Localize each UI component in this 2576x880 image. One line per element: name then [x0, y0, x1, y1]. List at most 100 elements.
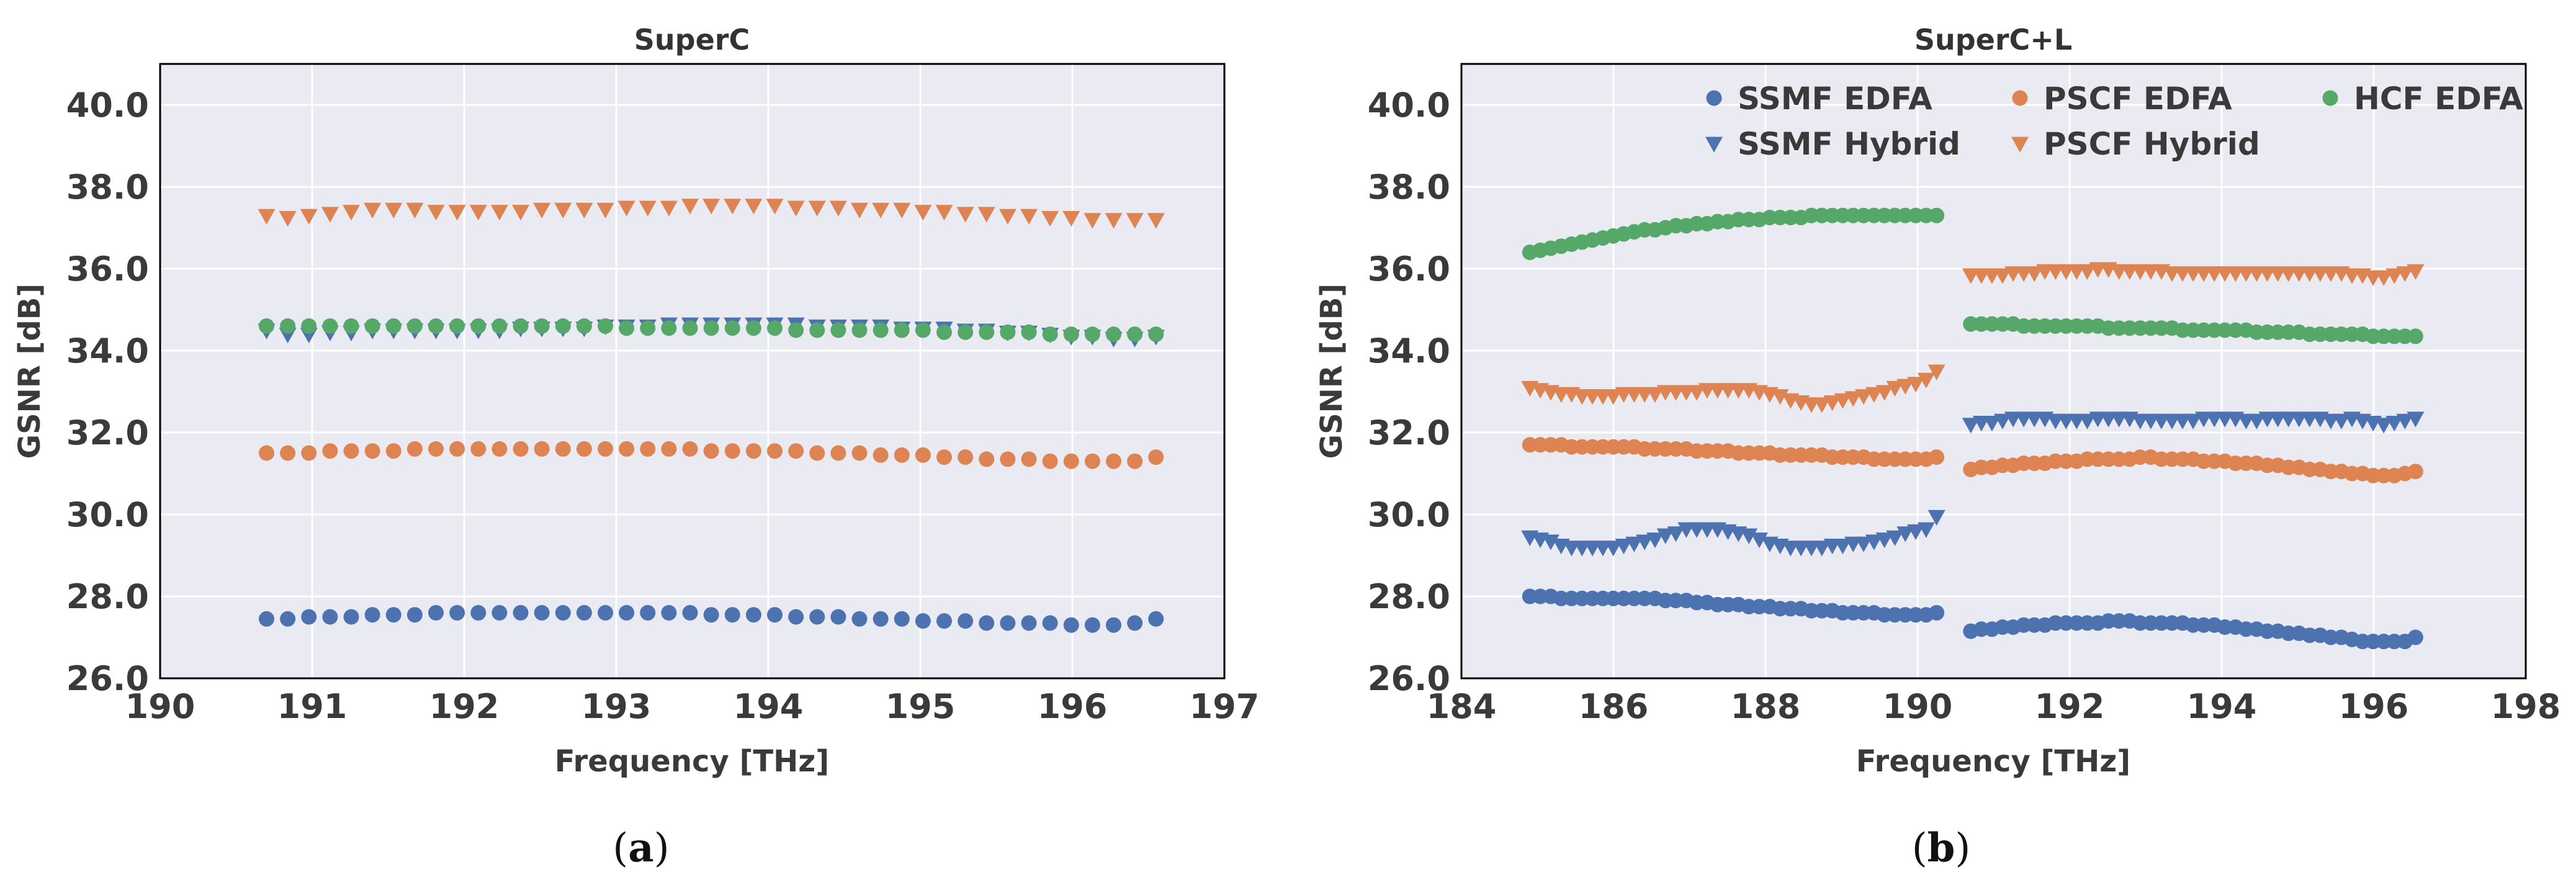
data-point	[1656, 528, 1674, 544]
data-point	[513, 604, 529, 621]
data-point	[767, 443, 783, 459]
data-point	[745, 199, 763, 215]
data-point	[958, 449, 974, 465]
data-point	[280, 318, 296, 334]
data-point	[1688, 385, 1706, 401]
data-point	[851, 202, 868, 218]
data-point	[364, 318, 380, 334]
legend-item: SSMF EDFA	[1706, 81, 1932, 117]
data-point	[259, 611, 274, 627]
data-point	[703, 443, 719, 459]
data-point	[1636, 534, 1654, 550]
data-points	[258, 199, 1165, 633]
data-point	[555, 318, 571, 334]
data-point	[364, 443, 380, 459]
y-tick-label: 34.0	[1368, 331, 1450, 370]
y-tick-label: 30.0	[66, 495, 149, 534]
data-point	[343, 205, 360, 221]
series-ssmf-edfa	[1522, 588, 2423, 650]
data-point	[2375, 418, 2393, 434]
x-tick-label: 193	[581, 687, 652, 726]
data-point	[958, 324, 974, 340]
y-tick-label: 30.0	[1368, 495, 1450, 534]
data-point	[596, 202, 614, 218]
data-point	[470, 604, 487, 621]
data-point	[491, 604, 508, 621]
data-point	[554, 202, 572, 218]
x-tick-label: 191	[277, 687, 348, 726]
data-point	[2385, 268, 2403, 284]
data-point	[1667, 526, 1685, 542]
data-point	[661, 441, 677, 457]
y-tick-labels: 26.0 28.0 30.0 32.0 34.0 36.0 38.0 40.0	[1368, 86, 1450, 698]
data-point	[1604, 541, 1622, 557]
data-point	[470, 318, 487, 334]
data-point	[2026, 266, 2044, 282]
data-point	[956, 207, 974, 223]
data-point	[2407, 411, 2425, 428]
data-point	[1021, 451, 1037, 467]
x-tick-label: 188	[1731, 687, 1801, 726]
data-point	[1907, 524, 1925, 541]
data-point	[1962, 418, 1980, 434]
data-point	[809, 322, 825, 338]
legend-label: PSCF Hybrid	[2044, 126, 2260, 162]
data-point	[979, 615, 995, 631]
x-axis-label: Frequency [THz]	[1856, 744, 2130, 779]
legend: SSMF EDFA PSCF EDFA HCF EDFA SSMF Hybrid PSC…	[1705, 81, 2523, 162]
chart-superc-l: 184 186 188 190 192 194 196 198 26.0 28.0 30.0 32.…	[1314, 23, 2560, 871]
data-point	[1865, 387, 1883, 403]
plot-frame	[1460, 63, 2527, 680]
data-point	[598, 604, 613, 621]
data-point	[1740, 528, 1758, 544]
data-point	[449, 441, 465, 457]
y-tick-label: 28.0	[1368, 577, 1450, 616]
data-point	[1042, 615, 1058, 631]
data-point	[1042, 453, 1058, 469]
data-point	[259, 318, 274, 334]
x-tick-label: 186	[1579, 687, 1649, 726]
y-tick-label: 38.0	[66, 168, 149, 207]
data-point	[1000, 324, 1016, 340]
data-point	[1917, 522, 1935, 538]
series-ssmf-hybrid	[1521, 411, 2425, 557]
data-point	[1147, 213, 1165, 229]
data-point	[1615, 539, 1633, 555]
data-point	[873, 447, 889, 463]
legend-label: SSMF EDFA	[1738, 81, 1932, 117]
legend-marker	[2322, 90, 2338, 106]
data-point	[640, 441, 656, 457]
data-point	[279, 211, 297, 227]
data-point	[1813, 397, 1831, 413]
x-tick-label: 194	[734, 687, 804, 726]
data-point	[893, 202, 911, 218]
legend-item: PSCF Hybrid	[2011, 126, 2260, 162]
data-point	[428, 318, 444, 334]
data-point	[1886, 380, 1904, 397]
data-point	[1625, 536, 1643, 552]
data-point	[977, 207, 995, 223]
data-point	[2184, 413, 2202, 429]
data-point	[873, 611, 889, 627]
data-point	[1021, 615, 1037, 631]
data-point	[1127, 615, 1143, 631]
data-point	[555, 441, 571, 457]
data-point	[703, 320, 719, 336]
data-point	[1875, 385, 1893, 401]
data-point	[534, 318, 550, 334]
data-point	[936, 613, 952, 629]
data-point	[534, 441, 550, 457]
data-point	[766, 199, 784, 215]
data-points	[1521, 207, 2425, 650]
data-point	[619, 604, 635, 621]
data-point	[1983, 416, 2001, 432]
data-point	[1854, 536, 1872, 552]
legend-label: HCF EDFA	[2354, 81, 2523, 117]
data-point	[936, 324, 952, 340]
data-point	[385, 202, 403, 218]
series-pscf-edfa	[1522, 437, 2423, 483]
data-point	[640, 604, 656, 621]
data-point	[2248, 413, 2266, 429]
x-tick-labels: 190 191 192 193 194 195 196 197	[125, 687, 1260, 726]
x-tick-label: 198	[2491, 687, 2561, 726]
